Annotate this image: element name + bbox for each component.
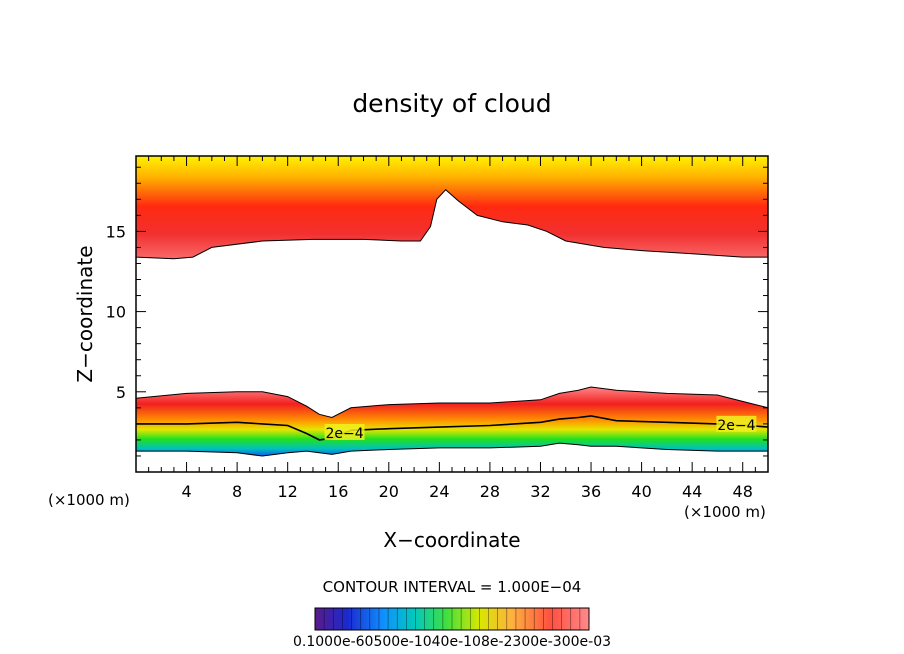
- y-tick-label: 10: [106, 303, 126, 322]
- x-tick-label: 8: [232, 482, 242, 501]
- x-unit-left: (×1000 m): [48, 491, 130, 509]
- x-tick-label: 32: [530, 482, 550, 501]
- upper-cloud-layer: [136, 156, 768, 260]
- x-tick-label: 44: [682, 482, 702, 501]
- colorbar-labels: 0.1000e-60500e-1040e-108e-2300e-300e-03: [293, 634, 611, 650]
- x-tick-label: 20: [379, 482, 399, 501]
- y-axis: 5 10 15: [106, 166, 768, 457]
- x-tick-label: 36: [581, 482, 601, 501]
- x-tick-label: 40: [631, 482, 651, 501]
- x-tick-label: 28: [480, 482, 500, 501]
- contour-line-2e-4: [136, 415, 768, 441]
- y-axis-label: Z−coordinate: [73, 245, 97, 382]
- contour-label-bg: [716, 415, 757, 432]
- contour-label-bg: [324, 423, 365, 440]
- x-tick-label: 48: [733, 482, 753, 501]
- x-unit-right: (×1000 m): [684, 503, 766, 521]
- x-tick-label: 24: [429, 482, 449, 501]
- y-tick-label: 5: [116, 383, 126, 402]
- contour-label: 2e−4: [717, 418, 755, 434]
- plot-area: [136, 156, 768, 457]
- x-axis-label: X−coordinate: [383, 528, 520, 552]
- colorbar-ticks: [323, 608, 581, 630]
- x-tick-label: 16: [328, 482, 348, 501]
- contour-label: 2e−4: [325, 426, 363, 442]
- y-tick-label: 15: [106, 222, 126, 241]
- chart-title: density of cloud: [352, 89, 551, 118]
- contour-labels: 2e−4 2e−4: [324, 415, 757, 442]
- x-tick-label: 12: [278, 482, 298, 501]
- colorbar: [314, 607, 590, 631]
- x-tick-label: 4: [181, 482, 191, 501]
- contour-interval-text: CONTOUR INTERVAL = 1.000E−04: [323, 578, 582, 596]
- lower-cloud-layer: [136, 386, 768, 457]
- x-axis: 4 8 12 16 20 24 28 32 36 40 44 48: [148, 156, 756, 501]
